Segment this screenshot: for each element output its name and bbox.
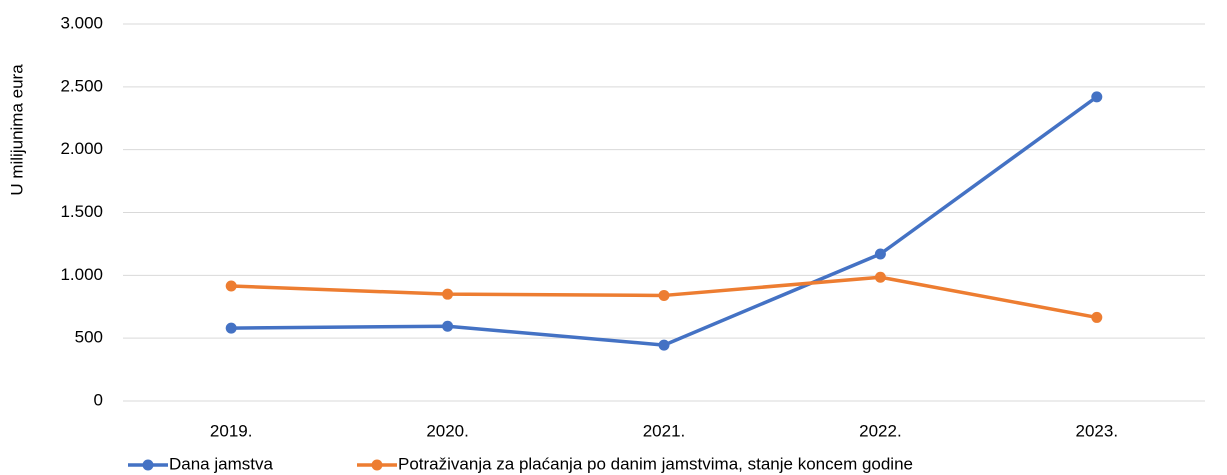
- legend-label: Dana jamstva: [169, 454, 273, 473]
- point: [225, 280, 237, 292]
- point: [442, 320, 454, 332]
- point: [874, 271, 886, 283]
- legend-marker: [371, 459, 383, 471]
- y-tick-label: 0: [94, 390, 103, 409]
- point: [658, 339, 670, 351]
- legend-label: Potraživanja za plaćanja po danim jamstv…: [398, 454, 913, 473]
- y-tick-label: 1.500: [60, 202, 103, 221]
- y-tick-label: 1.000: [60, 265, 103, 284]
- series-line: [231, 95, 1098, 347]
- point: [225, 322, 237, 334]
- x-tick-label: 2020.: [426, 421, 469, 440]
- point: [1091, 311, 1103, 323]
- point: [874, 248, 886, 260]
- x-tick-label: 2022.: [859, 421, 902, 440]
- y-tick-label: 500: [75, 328, 103, 347]
- y-axis-label: U milijunima eura: [7, 64, 26, 196]
- y-tick-label: 2.000: [60, 139, 103, 158]
- point: [1091, 91, 1103, 103]
- legend-marker: [142, 459, 154, 471]
- x-tick-label: 2023.: [1076, 421, 1119, 440]
- point: [442, 288, 454, 300]
- x-tick-label: 2019.: [210, 421, 253, 440]
- y-tick-label: 3.000: [60, 13, 103, 32]
- y-tick-label: 2.500: [60, 76, 103, 95]
- point: [658, 289, 670, 301]
- x-tick-label: 2021.: [643, 421, 686, 440]
